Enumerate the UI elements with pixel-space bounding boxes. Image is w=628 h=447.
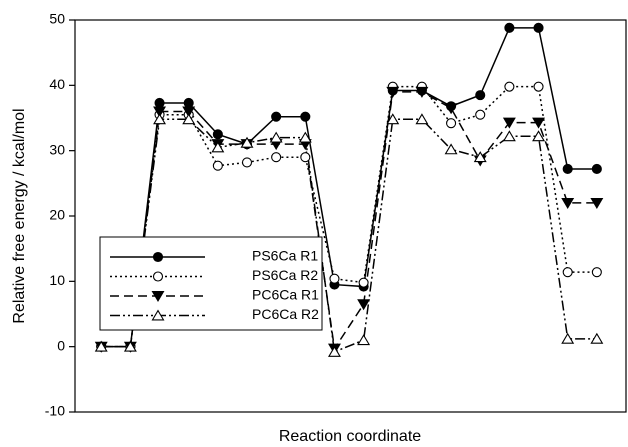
marker <box>271 111 282 122</box>
y-tick-label: 10 <box>49 272 65 288</box>
marker <box>329 273 340 284</box>
y-tick-label: 50 <box>49 11 65 27</box>
marker <box>532 130 546 142</box>
marker <box>444 143 458 155</box>
legend-label: PC6Ca R1 <box>252 287 319 303</box>
marker <box>212 129 223 140</box>
marker <box>590 197 604 209</box>
marker <box>183 97 194 109</box>
marker <box>591 267 602 278</box>
y-tick-label: 20 <box>49 207 65 223</box>
marker <box>271 152 282 163</box>
marker <box>473 151 487 163</box>
marker <box>357 334 371 346</box>
marker <box>590 332 604 344</box>
marker <box>415 86 429 98</box>
marker <box>475 109 486 120</box>
marker <box>444 103 458 115</box>
marker <box>504 81 515 92</box>
marker <box>151 309 165 321</box>
marker <box>533 22 544 33</box>
marker <box>504 22 515 33</box>
marker <box>152 251 164 263</box>
marker <box>212 160 223 171</box>
marker <box>502 117 516 129</box>
y-tick-label: 30 <box>49 141 65 157</box>
marker <box>561 197 575 209</box>
marker <box>446 118 457 129</box>
marker <box>211 141 225 153</box>
y-tick-label: 0 <box>57 337 65 353</box>
legend-box <box>99 236 323 331</box>
marker <box>386 113 400 125</box>
marker <box>298 131 312 143</box>
marker <box>152 271 164 282</box>
marker <box>269 131 283 143</box>
marker <box>562 267 573 278</box>
marker <box>386 86 400 98</box>
series-line <box>101 118 597 353</box>
marker <box>241 157 253 168</box>
y-tick-label: 40 <box>49 76 65 92</box>
marker <box>415 113 429 125</box>
y-axis-label: Relative free energy / kcal/mol <box>11 108 28 323</box>
marker <box>240 136 254 148</box>
marker <box>591 163 602 175</box>
marker <box>561 332 575 344</box>
marker <box>562 163 573 175</box>
marker <box>94 340 108 352</box>
marker <box>475 90 486 101</box>
marker <box>154 97 165 109</box>
y-tick-label: -10 <box>45 403 65 419</box>
marker <box>502 130 516 142</box>
marker <box>328 345 341 357</box>
marker <box>357 299 371 311</box>
marker <box>153 106 167 118</box>
legend-label: PS6Ca R2 <box>252 267 318 283</box>
marker <box>123 340 137 352</box>
marker <box>300 152 311 163</box>
x-axis-label: Reaction coordinate <box>279 428 421 445</box>
marker <box>182 106 196 118</box>
marker <box>533 81 544 92</box>
marker <box>358 277 369 288</box>
legend-label: PS6Ca R1 <box>252 248 318 264</box>
marker <box>300 111 311 122</box>
marker <box>153 113 167 125</box>
series-line <box>101 91 597 351</box>
plot-frame <box>74 19 627 413</box>
marker <box>182 113 196 125</box>
marker <box>532 117 546 129</box>
legend-label: PC6Ca R2 <box>252 306 319 322</box>
marker <box>151 291 165 303</box>
